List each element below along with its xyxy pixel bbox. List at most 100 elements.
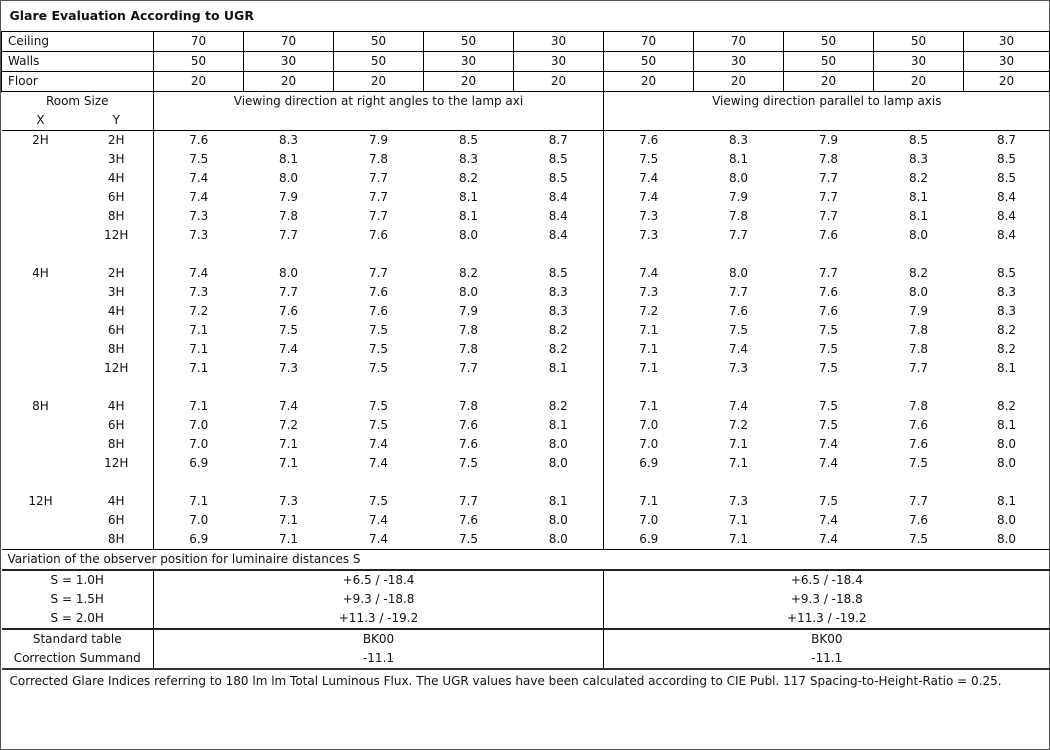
standard-perpendicular: -11.1 xyxy=(153,649,604,669)
ugr-value-perpendicular: 7.1 xyxy=(278,532,299,546)
ugr-value-parallel: 8.0 xyxy=(996,437,1017,451)
ugr-value-parallel: 7.7 xyxy=(818,190,839,204)
variation-label: S = 1.5H xyxy=(1,590,154,609)
ugr-value-perpendicular: 8.1 xyxy=(278,152,299,166)
ugr-value-parallel: 7.4 xyxy=(818,456,839,470)
ugr-value-parallel: 7.0 xyxy=(639,513,659,527)
ugr-value-parallel: 7.3 xyxy=(728,361,749,375)
ugr-value-perpendicular: 7.9 xyxy=(368,133,389,147)
ugr-value-perpendicular: 8.7 xyxy=(513,130,604,150)
ugr-value-perpendicular: 7.8 xyxy=(458,342,479,356)
ugr-value-parallel: 7.3 xyxy=(639,209,659,223)
ugr-value-perpendicular: 8.5 xyxy=(513,169,604,188)
ugr-value-perpendicular: 7.1 xyxy=(189,399,209,413)
room-x xyxy=(2,150,80,169)
ugr-value-perpendicular: 8.0 xyxy=(458,285,479,299)
header-spacer xyxy=(153,111,604,131)
ugr-value-perpendicular: 7.3 xyxy=(189,228,209,242)
ugr-value-parallel: 7.6 xyxy=(818,228,839,242)
ugr-value-perpendicular: 7.1 xyxy=(278,437,299,451)
room-y: 8H xyxy=(79,207,154,226)
ugr-value-parallel: 7.1 xyxy=(639,399,659,413)
reflectance-value: 50 xyxy=(873,31,964,52)
reflectance-value: 20 xyxy=(153,71,244,92)
reflectance-value: 20 xyxy=(333,71,424,92)
ugr-value-perpendicular: 7.5 xyxy=(368,342,389,356)
ugr-value-parallel: 7.1 xyxy=(728,513,749,527)
ugr-value-perpendicular: 7.4 xyxy=(189,190,209,204)
ugr-value-perpendicular: 8.0 xyxy=(513,530,604,550)
table-row: 6H 7.0 7.2 7.5 7.6 8.1 7.0 7.2 7.5 7.6 8.1 xyxy=(2,416,1050,435)
spacer xyxy=(1,378,154,397)
ugr-value-perpendicular: 7.0 xyxy=(189,513,209,527)
room-size-header: Room Size xyxy=(1,91,154,111)
ugr-value-parallel: 7.5 xyxy=(818,418,839,432)
ugr-value-perpendicular: 8.4 xyxy=(513,207,604,226)
ugr-value-perpendicular: 7.7 xyxy=(368,209,389,223)
reflectance-value: 20 xyxy=(693,71,784,92)
ugr-value-parallel: 8.4 xyxy=(996,190,1017,204)
ugr-value-perpendicular: 7.1 xyxy=(189,342,209,356)
ugr-value-parallel: 8.0 xyxy=(996,456,1017,470)
ugr-value-parallel: 8.3 xyxy=(728,133,749,147)
room-x xyxy=(2,283,80,302)
ugr-value-perpendicular: 8.5 xyxy=(513,150,604,169)
table-row: 3H 7.3 7.7 7.6 8.0 8.3 7.3 7.7 7.6 8.0 8.3 xyxy=(2,283,1050,302)
reflectance-value: 50 xyxy=(423,31,514,52)
ugr-value-parallel: 7.0 xyxy=(639,418,659,432)
room-y: 8H xyxy=(79,340,154,359)
ugr-value-parallel: 8.3 xyxy=(996,304,1017,318)
room-y: 12H xyxy=(79,359,154,378)
ugr-value-perpendicular: 7.5 xyxy=(278,323,299,337)
ugr-value-perpendicular: 8.1 xyxy=(458,209,479,223)
room-y: 2H xyxy=(79,264,154,283)
ugr-value-perpendicular: 7.7 xyxy=(368,190,389,204)
table-row: 12H 7.3 7.7 7.6 8.0 8.4 7.3 7.7 7.6 8.0 8.4 xyxy=(2,226,1050,245)
ugr-value-parallel: 8.4 xyxy=(996,228,1017,242)
reflectance-value: 30 xyxy=(693,51,784,72)
ugr-value-perpendicular: 7.7 xyxy=(458,361,479,375)
spacer-row xyxy=(1,378,1050,397)
ugr-value-parallel: 7.5 xyxy=(818,399,839,413)
ugr-value-perpendicular: 7.3 xyxy=(278,361,299,375)
reflectance-value: 30 xyxy=(243,51,334,72)
ugr-value-parallel: 8.3 xyxy=(908,152,929,166)
ugr-value-perpendicular: 8.3 xyxy=(458,152,479,166)
ugr-value-parallel: 7.0 xyxy=(639,437,659,451)
ugr-value-parallel: 8.3 xyxy=(996,285,1017,299)
reflectance-value: 30 xyxy=(873,51,964,72)
room-x xyxy=(2,416,80,435)
row-label: Floor xyxy=(1,71,154,92)
ugr-value-parallel: 7.6 xyxy=(908,513,929,527)
room-y: 12H xyxy=(79,454,154,473)
row-label: Walls xyxy=(1,51,154,72)
spacer xyxy=(1,473,154,492)
room-x xyxy=(2,207,80,226)
room-y: 12H xyxy=(79,226,154,245)
ugr-value-perpendicular: 7.6 xyxy=(368,228,389,242)
ugr-value-perpendicular: 8.0 xyxy=(278,171,299,185)
ugr-value-perpendicular: 7.5 xyxy=(368,494,389,508)
ugr-value-parallel: 8.1 xyxy=(728,152,749,166)
ugr-value-parallel: 7.4 xyxy=(818,437,839,451)
reflectance-value: 20 xyxy=(423,71,514,92)
ugr-value-parallel: 7.6 xyxy=(908,418,929,432)
table-row: 6H 7.1 7.5 7.5 7.8 8.2 7.1 7.5 7.5 7.8 8.2 xyxy=(2,321,1050,340)
table-row: 12H 7.1 7.3 7.5 7.7 8.1 7.1 7.3 7.5 7.7 8.1 xyxy=(2,359,1050,378)
reflectance-row-walls: Walls 50 30 50 30 30 50 30 50 30 30 xyxy=(1,51,1050,72)
ugr-value-parallel: 7.5 xyxy=(818,361,839,375)
ugr-value-perpendicular: 6.9 xyxy=(189,456,209,470)
room-x xyxy=(2,169,80,188)
row-label: Ceiling xyxy=(1,31,154,52)
room-x xyxy=(2,302,80,321)
ugr-value-parallel: 8.2 xyxy=(908,171,929,185)
ugr-value-perpendicular: 8.0 xyxy=(458,228,479,242)
ugr-value-parallel: 8.5 xyxy=(996,266,1017,280)
spacer xyxy=(153,378,604,397)
reflectance-row-ceiling: Ceiling 70 70 50 50 30 70 70 50 50 30 xyxy=(1,31,1050,52)
ugr-value-parallel: 7.5 xyxy=(908,532,929,546)
room-y: 4H xyxy=(79,397,154,416)
room-x xyxy=(2,340,80,359)
ugr-value-parallel: 7.8 xyxy=(908,342,929,356)
table-title: Glare Evaluation According to UGR xyxy=(9,8,254,23)
